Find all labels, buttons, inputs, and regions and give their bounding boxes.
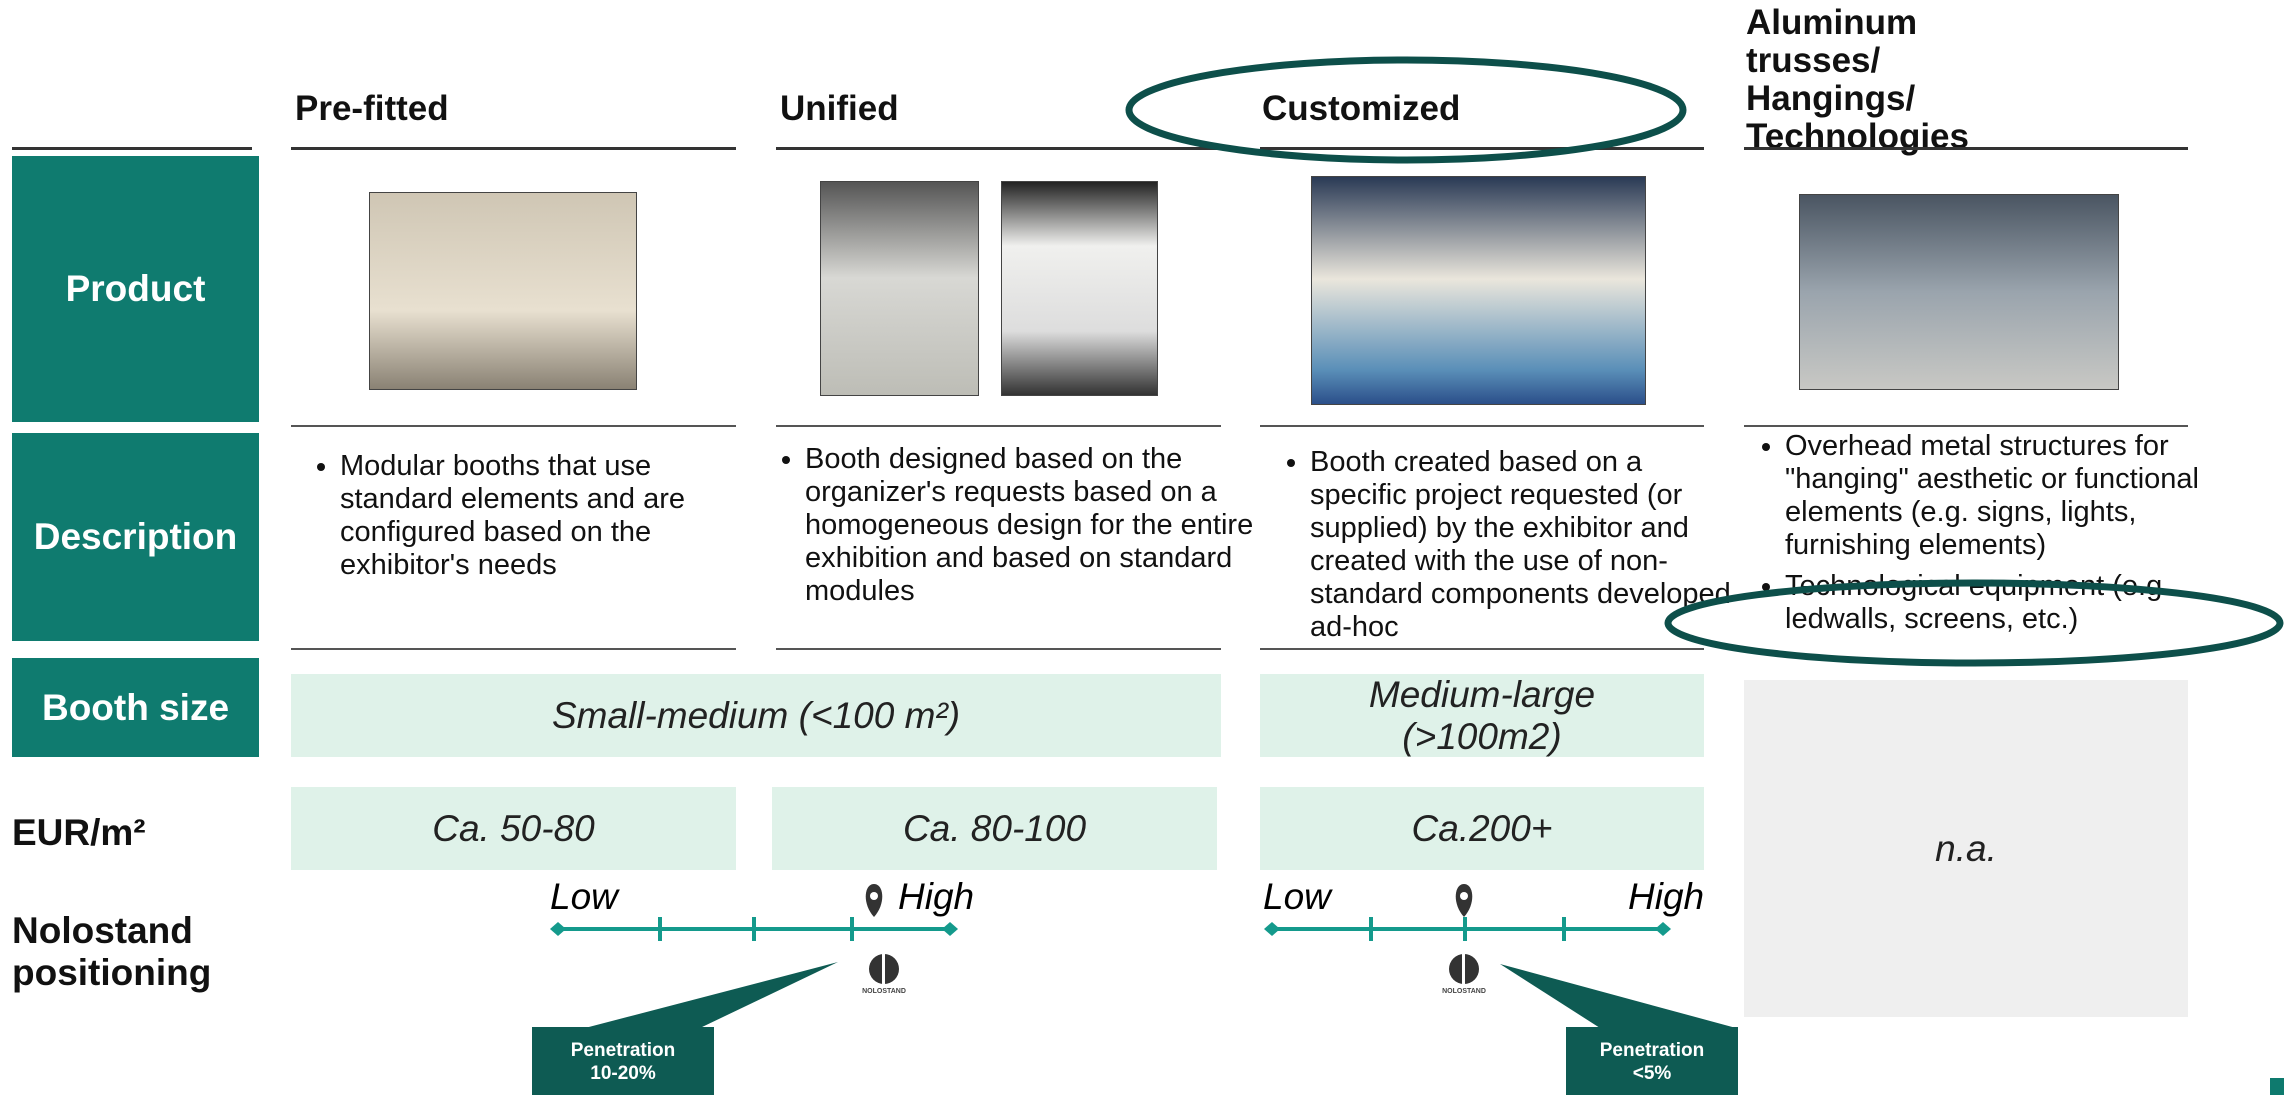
scale-end: [550, 922, 566, 936]
row-label: EUR/m²: [12, 812, 146, 853]
rule: [1744, 147, 2188, 150]
rule: [1744, 425, 2188, 427]
scale-end: [1264, 922, 1280, 936]
bullet: Modular booths that use standard element…: [340, 450, 745, 582]
bullet: Overhead metal structures for "hanging" …: [1785, 430, 2245, 562]
description: Booth designed based on the organizer's …: [765, 443, 1265, 616]
corner-mark: [2270, 1078, 2284, 1095]
price: Ca. 80-100: [772, 787, 1217, 870]
rule: [291, 648, 736, 650]
rule: [291, 425, 736, 427]
description: Booth created based on a specific projec…: [1270, 446, 1740, 652]
price: Ca.200+: [1260, 787, 1704, 870]
row-label: Nolostand positioning: [12, 910, 212, 993]
rule: [776, 648, 1221, 650]
penetration-value: 10-20%: [590, 1063, 656, 1084]
row-label: Description: [12, 433, 259, 641]
booth-size: Small-medium (<100 m²): [291, 674, 1221, 757]
description: Modular booths that use standard element…: [300, 450, 745, 590]
bullet: Booth designed based on the organizer's …: [805, 443, 1265, 608]
bullet: Booth created based on a specific projec…: [1310, 446, 1740, 644]
penetration-label: Penetration: [570, 1040, 676, 1061]
product-image: [1311, 176, 1646, 405]
logo-text: NOLOSTAND: [862, 988, 906, 995]
product-image: [1001, 181, 1158, 396]
column-title: Pre-fitted: [295, 89, 449, 128]
penetration-value: <5%: [1632, 1063, 1672, 1084]
position-marker: [865, 884, 883, 917]
highlight-ellipse: [1664, 579, 2284, 667]
logo-text: NOLOSTAND: [1442, 988, 1486, 995]
row-label: Booth size: [12, 658, 259, 757]
product-image: [820, 181, 979, 396]
booth-size: Medium-large (>100m2): [1260, 674, 1704, 757]
scale-low: Low: [1263, 876, 1331, 917]
description: Overhead metal structures for "hanging" …: [1745, 430, 2245, 644]
rule: [776, 425, 1221, 427]
penetration-box: Penetration 10-20%: [532, 1027, 714, 1095]
rule: [1260, 648, 1704, 650]
scale-high: High: [898, 876, 975, 917]
column-title: Unified: [780, 89, 899, 128]
rule: [12, 147, 252, 150]
callout: [1500, 964, 1736, 1028]
highlight-ellipse: [1125, 56, 1687, 164]
scale-end: [942, 922, 958, 936]
column-title: Customized: [1262, 89, 1461, 128]
product-image: [1799, 194, 2119, 390]
scale-low: Low: [550, 876, 618, 917]
row-label: Product: [12, 156, 259, 422]
scale-high: High: [1628, 876, 1705, 917]
scale-end: [1655, 922, 1671, 936]
column-title: Aluminum trusses/ Hangings/ Technologies: [1746, 3, 1969, 156]
rule: [291, 147, 736, 150]
not-available: n.a.: [1744, 680, 2188, 1017]
position-marker: [1455, 884, 1473, 917]
rule: [1260, 147, 1704, 150]
price: Ca. 50-80: [291, 787, 736, 870]
rule: [776, 147, 1221, 150]
rule: [1260, 425, 1704, 427]
penetration-label: Penetration: [1599, 1040, 1705, 1061]
product-image: [369, 192, 637, 390]
callout: [585, 962, 838, 1028]
penetration-box: Penetration <5%: [1566, 1027, 1738, 1095]
